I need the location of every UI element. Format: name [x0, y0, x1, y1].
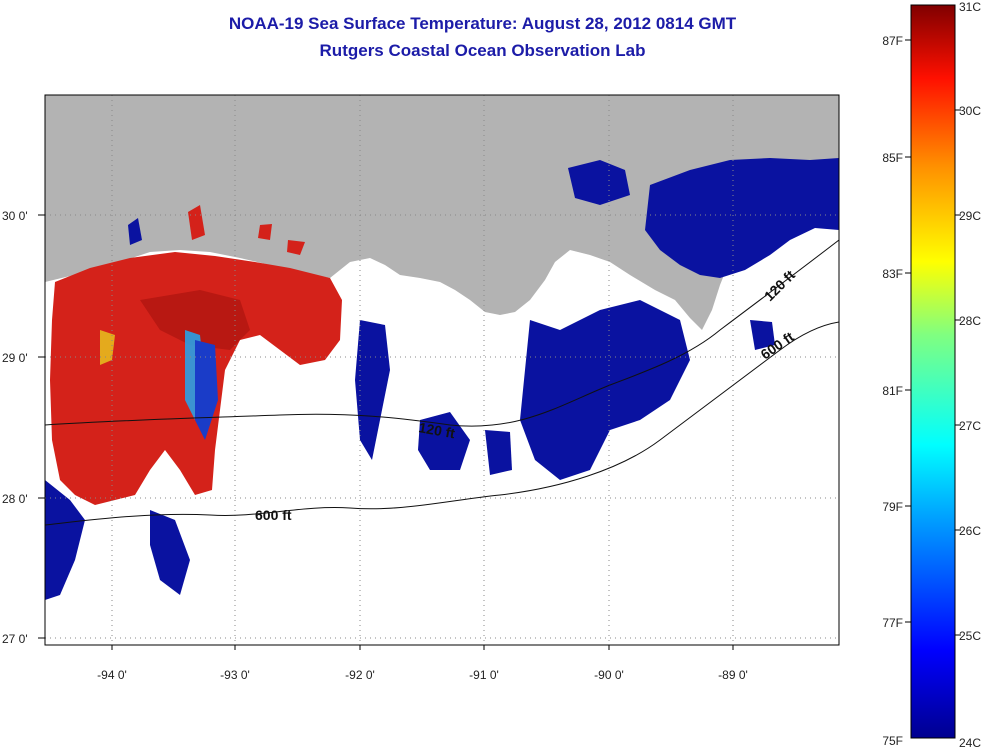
colorbar-celsius-label: 25C — [959, 629, 981, 643]
colorbar-fahrenheit-label: 75F — [882, 734, 903, 748]
colorbar-celsius-label: 29C — [959, 209, 981, 223]
colorbar-fahrenheit-label: 79F — [882, 500, 903, 514]
graticule-grid — [45, 95, 839, 645]
warm-sst-patch — [287, 240, 305, 255]
isobath-600ft-line — [45, 321, 839, 526]
colorbar-celsius-label: 28C — [959, 314, 981, 328]
x-tick-label: -89 0' — [718, 668, 748, 682]
x-tick-label: -92 0' — [345, 668, 375, 682]
map-title: NOAA-19 Sea Surface Temperature: August … — [228, 14, 737, 33]
y-tick-label: 28 0' — [2, 492, 28, 506]
colorbar-fahrenheit-label: 83F — [882, 267, 903, 281]
temperature-colorbar — [910, 4, 956, 739]
mixed-sst-patch — [100, 330, 115, 365]
x-tick-label: -90 0' — [594, 668, 624, 682]
colorbar-celsius-label: 27C — [959, 419, 981, 433]
y-axis-ticks — [38, 214, 45, 639]
cool-sst-region — [355, 320, 390, 460]
x-axis-ticks — [111, 645, 734, 650]
x-tick-label: -91 0' — [469, 668, 499, 682]
cool-sst-patch — [195, 340, 218, 440]
colorbar-celsius-label: 31C — [959, 0, 981, 14]
map-subtitle: Rutgers Coastal Ocean Observation Lab — [319, 41, 646, 60]
warm-sst-patch — [140, 290, 250, 350]
colorbar-celsius-label: 24C — [959, 736, 981, 750]
colorbar-ticks — [905, 39, 961, 636]
cool-sst-region — [418, 412, 470, 470]
cool-sst-region — [485, 430, 512, 475]
cool-sst-region — [750, 320, 775, 350]
y-tick-label: 29 0' — [2, 351, 28, 365]
cool-sst-region — [568, 160, 630, 205]
colorbar-celsius-label: 30C — [959, 104, 981, 118]
warm-sst-patch — [258, 224, 272, 240]
colorbar-fahrenheit-label: 77F — [882, 616, 903, 630]
cool-sst-region — [128, 218, 142, 245]
colorbar-fahrenheit-label: 87F — [882, 34, 903, 48]
cool-sst-region — [520, 300, 690, 480]
x-tick-label: -93 0' — [220, 668, 250, 682]
y-tick-label: 30 0' — [2, 209, 28, 223]
warm-sst-patch — [188, 205, 205, 240]
map-frame — [44, 94, 840, 646]
contour-label: 120 ft — [417, 419, 456, 441]
cool-sst-region — [45, 480, 85, 600]
colorbar-celsius-label: 26C — [959, 524, 981, 538]
colorbar-fahrenheit-label: 81F — [882, 384, 903, 398]
y-tick-label: 27 0' — [2, 632, 28, 646]
cool-sst-region — [645, 158, 839, 278]
cool-sst-region — [150, 510, 190, 595]
contour-label: 600 ft — [255, 507, 292, 523]
colorbar-fahrenheit-label: 85F — [882, 151, 903, 165]
isobath-120ft-line — [45, 239, 839, 427]
x-tick-label: -94 0' — [97, 668, 127, 682]
land-mass — [45, 95, 839, 330]
